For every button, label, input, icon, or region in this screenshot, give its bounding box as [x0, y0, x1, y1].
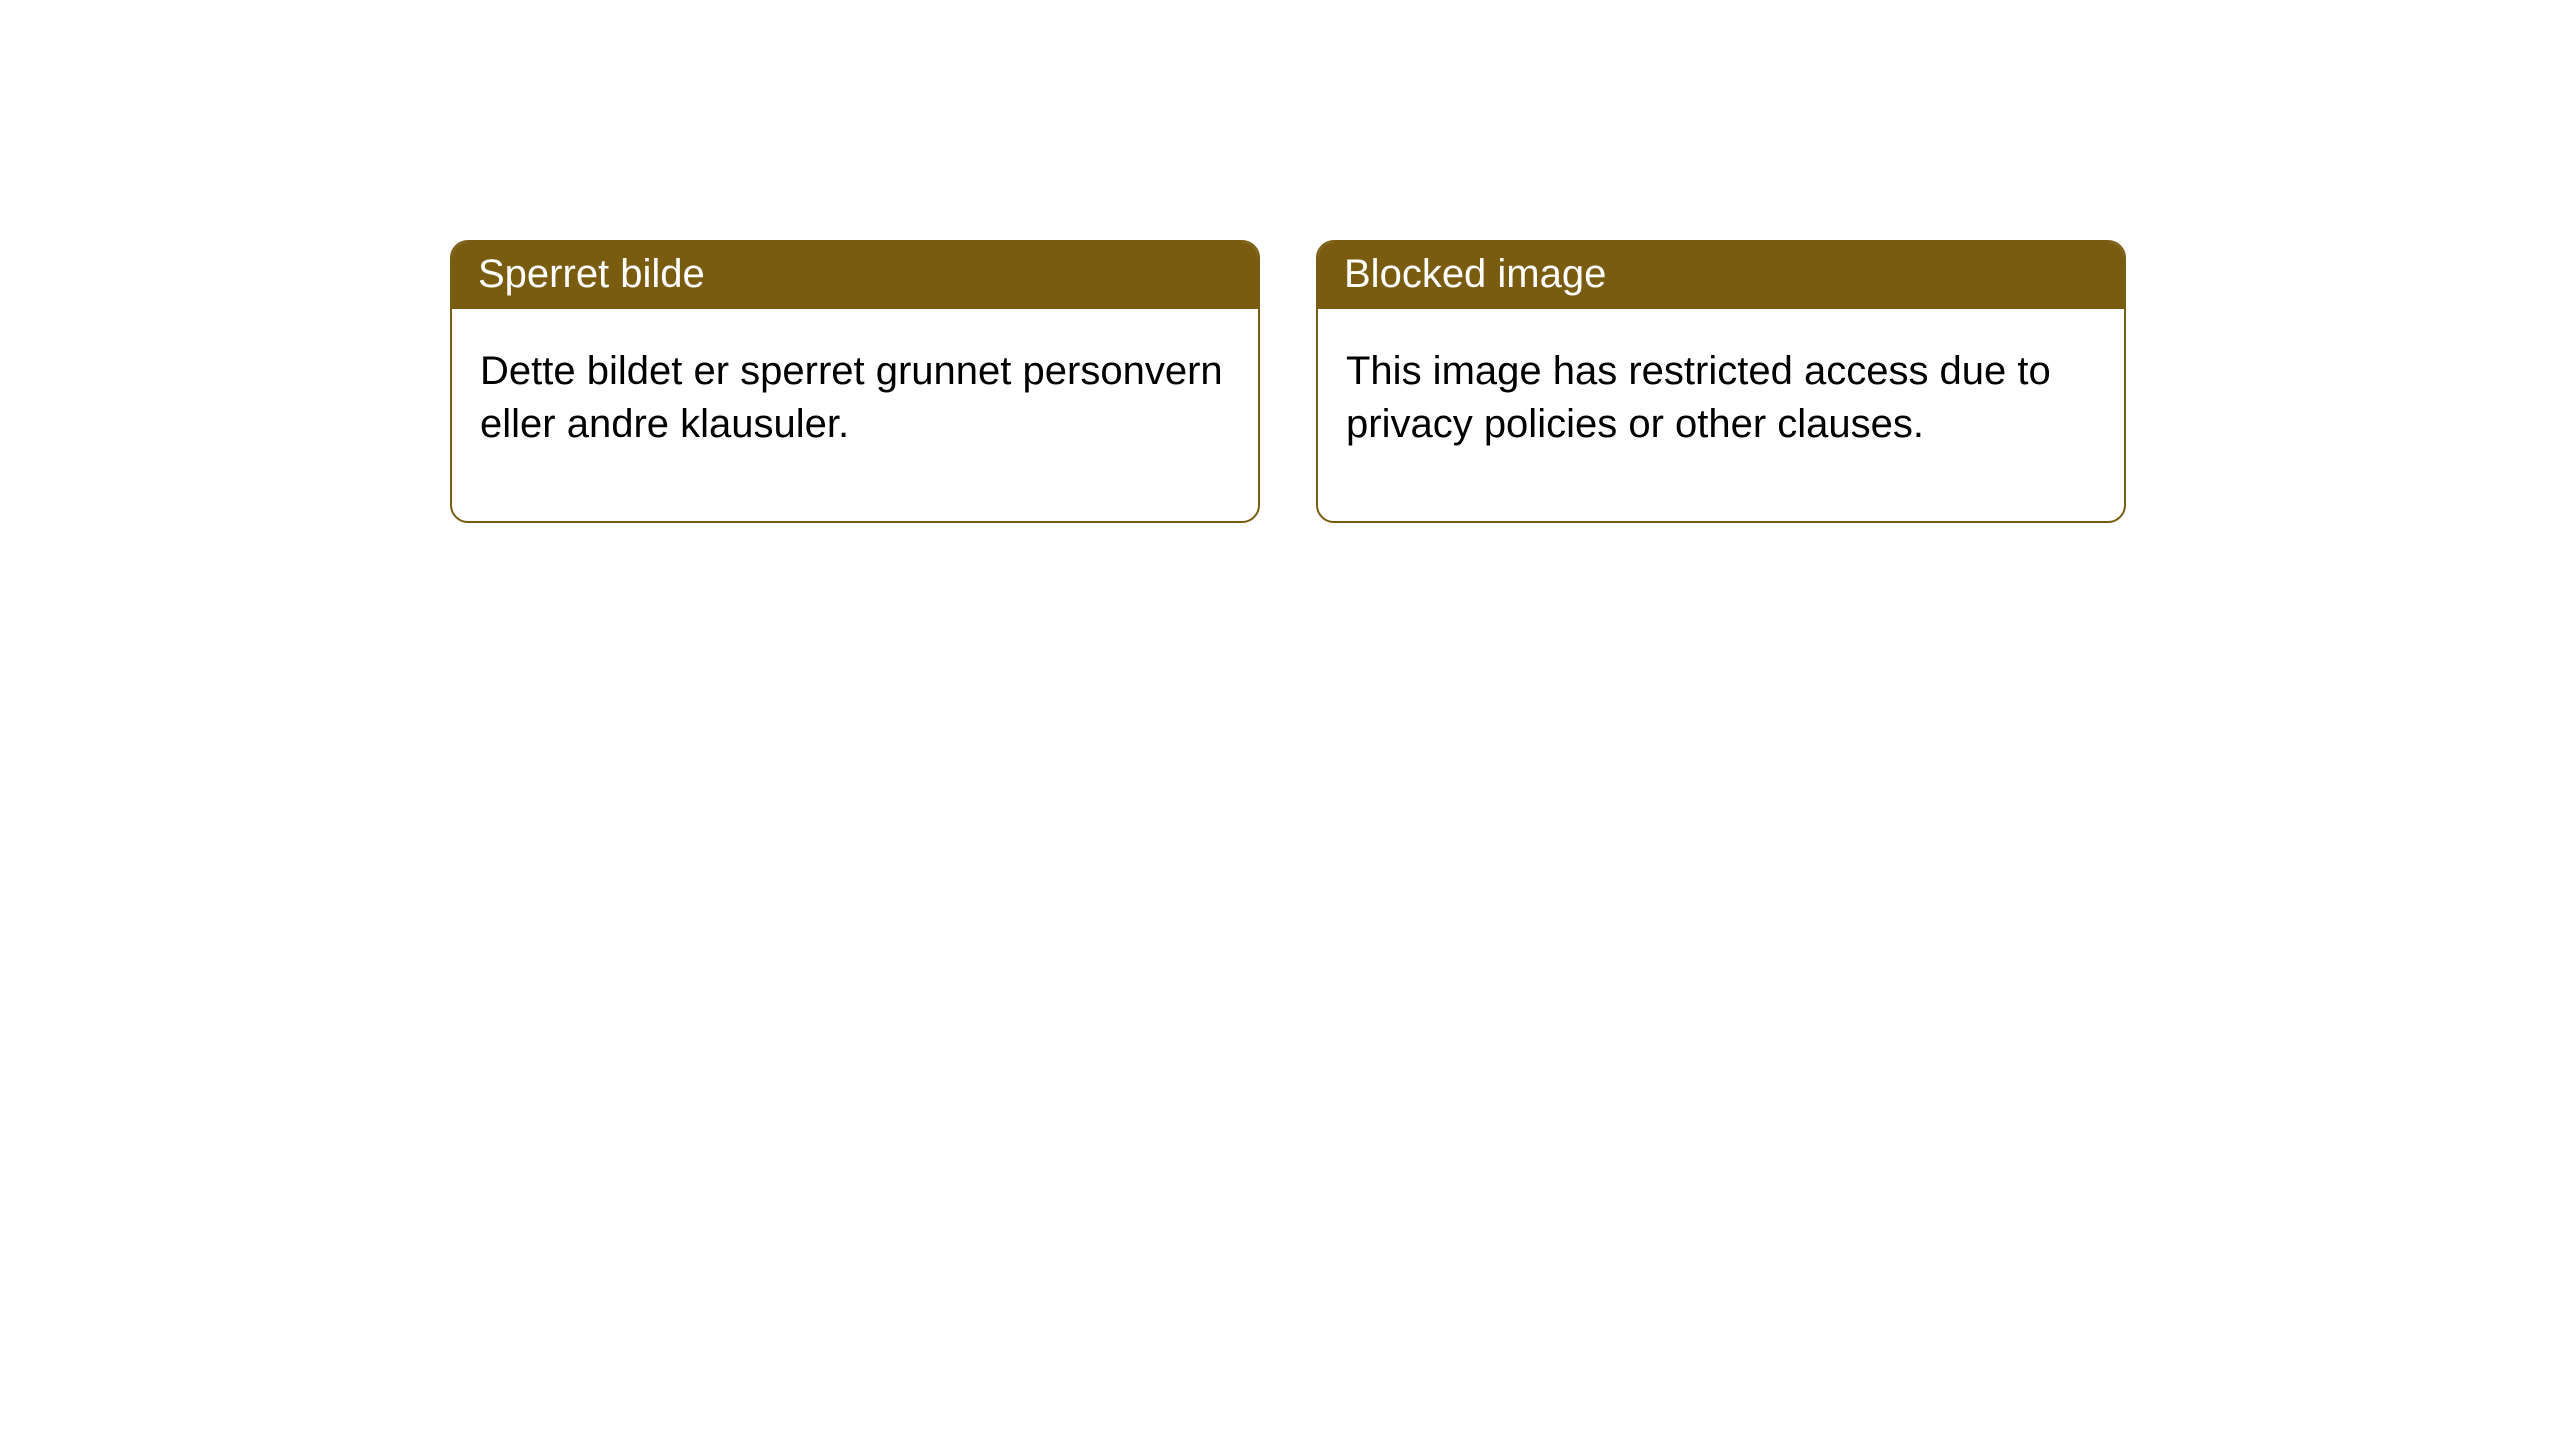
notice-card-norwegian: Sperret bilde Dette bildet er sperret gr…: [450, 240, 1260, 523]
notice-body-english: This image has restricted access due to …: [1318, 309, 2124, 521]
notice-body-norwegian: Dette bildet er sperret grunnet personve…: [452, 309, 1258, 521]
notice-header-english: Blocked image: [1318, 242, 2124, 309]
notice-header-norwegian: Sperret bilde: [452, 242, 1258, 309]
notice-container: Sperret bilde Dette bildet er sperret gr…: [0, 0, 2560, 523]
notice-card-english: Blocked image This image has restricted …: [1316, 240, 2126, 523]
